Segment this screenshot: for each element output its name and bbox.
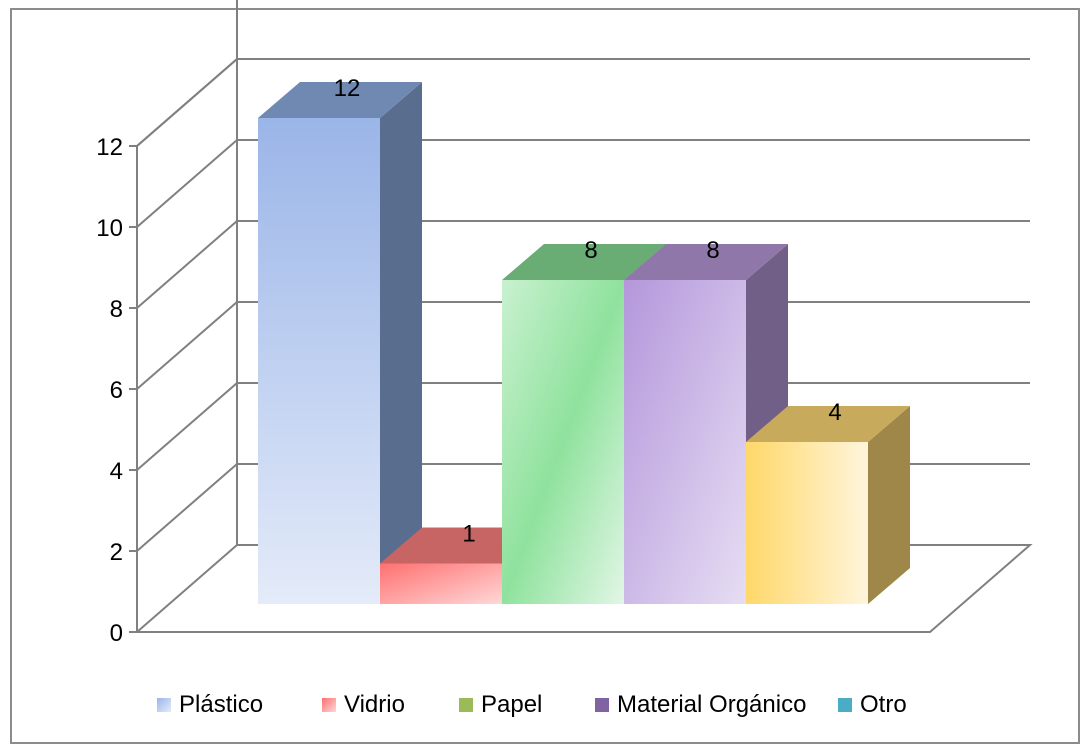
y-tick-label: 2 bbox=[110, 539, 123, 566]
legend-swatch bbox=[157, 698, 171, 712]
y-tick-label: 10 bbox=[96, 215, 123, 242]
bar-5 bbox=[746, 406, 910, 604]
floor-plane bbox=[134, 544, 1033, 633]
bar-front-face bbox=[746, 442, 868, 604]
legend-item: Otro bbox=[838, 691, 907, 718]
data-label: 1 bbox=[462, 521, 475, 548]
legend: Plástico Vidrio Papel Material Orgánico Otro bbox=[157, 691, 907, 718]
legend-label: Papel bbox=[481, 691, 542, 718]
wall-top-edge bbox=[136, 58, 238, 147]
bar-1 bbox=[258, 82, 422, 604]
data-label: 8 bbox=[706, 237, 719, 264]
bar-side-face bbox=[868, 406, 910, 604]
y-tick-label: 4 bbox=[110, 458, 123, 485]
bar-top-face bbox=[624, 244, 788, 280]
bar-top-face bbox=[746, 406, 910, 442]
bar-side-face bbox=[380, 82, 422, 604]
bar-front-face bbox=[624, 280, 746, 604]
wall-gridline bbox=[136, 382, 238, 471]
data-labels: 12 1 8 8 4 bbox=[334, 75, 842, 548]
wall-gridline bbox=[136, 301, 238, 390]
legend-swatch bbox=[459, 698, 473, 712]
wall-gridline bbox=[136, 463, 238, 552]
legend-item: Plástico bbox=[157, 691, 263, 718]
legend-swatch bbox=[322, 698, 336, 712]
legend-item: Material Orgánico bbox=[595, 691, 806, 718]
legend-item: Vidrio bbox=[322, 691, 405, 718]
legend-swatch bbox=[595, 698, 609, 712]
legend-label: Material Orgánico bbox=[617, 691, 806, 718]
bar-front-face bbox=[258, 118, 380, 604]
y-tick-label: 6 bbox=[110, 377, 123, 404]
bars bbox=[258, 82, 910, 604]
data-label: 8 bbox=[584, 237, 597, 264]
legend-item: Papel bbox=[459, 691, 542, 718]
y-tick-label: 8 bbox=[110, 296, 123, 323]
data-label: 4 bbox=[828, 399, 841, 426]
y-tick-label: 12 bbox=[96, 134, 123, 161]
wall-gridline bbox=[136, 139, 238, 228]
bar-top-face bbox=[258, 82, 422, 118]
bar-top-face bbox=[502, 244, 666, 280]
wall-gridline bbox=[136, 220, 238, 309]
legend-label: Plástico bbox=[179, 691, 263, 718]
bar-front-face bbox=[380, 563, 502, 604]
y-axis: 0 2 4 6 8 10 12 bbox=[96, 134, 138, 647]
bar-front-face bbox=[502, 280, 624, 604]
y-tick-label: 0 bbox=[110, 620, 123, 647]
data-label: 12 bbox=[334, 75, 361, 102]
legend-label: Otro bbox=[860, 691, 907, 718]
legend-swatch bbox=[838, 698, 852, 712]
legend-label: Vidrio bbox=[344, 691, 405, 718]
